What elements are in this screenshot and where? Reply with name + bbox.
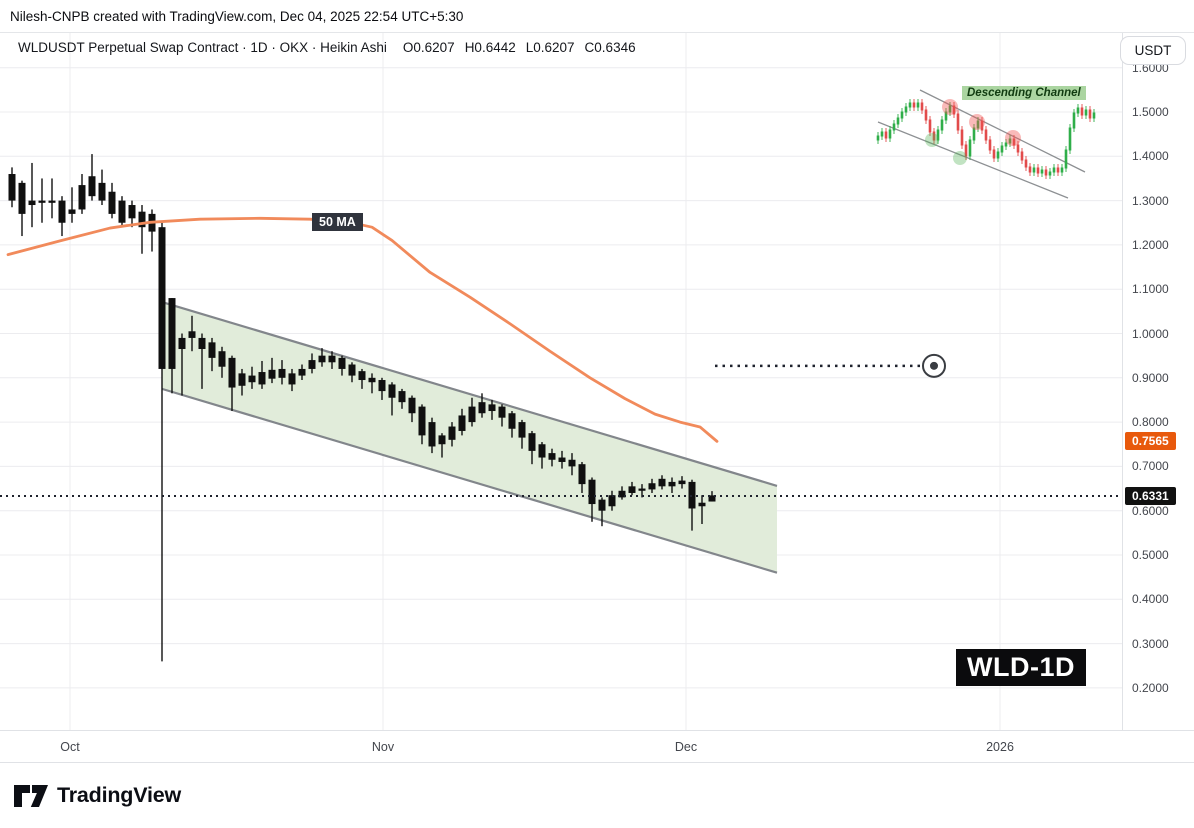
price-axis-tick: 1.3000 bbox=[1132, 193, 1169, 208]
time-axis-tick: Nov bbox=[371, 740, 395, 754]
ohlc-values: O0.6207 H0.6442 L0.6207 C0.6346 bbox=[393, 40, 636, 55]
last-price-label: 0.6331 bbox=[1125, 487, 1176, 506]
price-axis-tick: 1.0000 bbox=[1132, 326, 1169, 341]
time-axis-tick: Oct bbox=[60, 740, 80, 754]
chart-area[interactable]: WLDUSDT Perpetual Swap Contract · 1D · O… bbox=[0, 33, 1194, 730]
dotted-ray-drawing[interactable] bbox=[715, 353, 946, 378]
price-axis-tick: 0.3000 bbox=[1132, 636, 1169, 651]
price-axis[interactable]: 0.7565 0.6331 1.6000 1.5000 1.4000 1.3000 1.… bbox=[1122, 33, 1194, 730]
inset-reference-chart bbox=[876, 89, 1096, 199]
ray-anchor-dot bbox=[930, 361, 938, 370]
gridlines bbox=[0, 33, 1122, 730]
symbol-legend[interactable]: WLDUSDT Perpetual Swap Contract · 1D · O… bbox=[18, 40, 636, 55]
ray-anchor-ring bbox=[922, 353, 946, 378]
price-axis-tick: 1.2000 bbox=[1132, 237, 1169, 252]
attribution-text: Nilesh-CNPB created with TradingView.com… bbox=[10, 8, 464, 24]
price-axis-tick: 1.5000 bbox=[1132, 105, 1169, 119]
time-axis-tick: Dec bbox=[674, 740, 698, 754]
time-axis-tick: 2026 bbox=[986, 740, 1014, 754]
ohlc-open: O0.6207 bbox=[402, 40, 455, 55]
price-axis-tick: 0.6000 bbox=[1132, 503, 1169, 518]
ma-50-line bbox=[6, 216, 719, 443]
inset-upper-touch-marker bbox=[969, 114, 985, 130]
time-axis[interactable]: Oct Nov Dec 2026 bbox=[0, 730, 1194, 763]
price-axis-tick: 0.8000 bbox=[1132, 415, 1169, 430]
inset-upper-touch-marker bbox=[942, 99, 958, 115]
price-axis-tick: 1.1000 bbox=[1132, 282, 1169, 297]
chart-canvas[interactable] bbox=[0, 33, 1122, 730]
symbol-watermark-label: WLD-1D bbox=[956, 649, 1086, 686]
attribution-bar: Nilesh-CNPB created with TradingView.com… bbox=[0, 0, 1194, 33]
tradingview-logo-icon[interactable] bbox=[13, 782, 49, 810]
tradingview-brand-text[interactable]: TradingView bbox=[57, 783, 182, 807]
ma-50-tag: 50 MA bbox=[312, 213, 363, 231]
ma-price-label: 0.7565 bbox=[1125, 432, 1176, 451]
price-axis-tick: 0.4000 bbox=[1132, 592, 1169, 607]
currency-toggle-button[interactable]: USDT bbox=[1120, 36, 1186, 65]
inset-lower-touch-marker bbox=[953, 151, 967, 165]
ohlc-low: L0.6207 bbox=[525, 40, 575, 55]
price-axis-tick: 0.2000 bbox=[1132, 680, 1169, 695]
footer-bar: TradingView bbox=[0, 763, 1194, 828]
price-axis-tick: 0.9000 bbox=[1132, 370, 1169, 385]
inset-upper-touch-marker bbox=[1005, 130, 1021, 146]
descending-channel-drawing[interactable] bbox=[161, 300, 778, 574]
inset-chart-title: Descending Channel bbox=[962, 86, 1086, 100]
ohlc-high: H0.6442 bbox=[464, 40, 516, 55]
inset-lower-touch-marker bbox=[925, 133, 939, 147]
price-axis-tick: 0.5000 bbox=[1132, 548, 1169, 562]
price-axis-tick: 0.7000 bbox=[1132, 459, 1169, 474]
price-axis-tick: 1.4000 bbox=[1132, 149, 1169, 164]
symbol-title[interactable]: WLDUSDT Perpetual Swap Contract · 1D · O… bbox=[18, 40, 387, 55]
ohlc-close: C0.6346 bbox=[584, 40, 636, 55]
